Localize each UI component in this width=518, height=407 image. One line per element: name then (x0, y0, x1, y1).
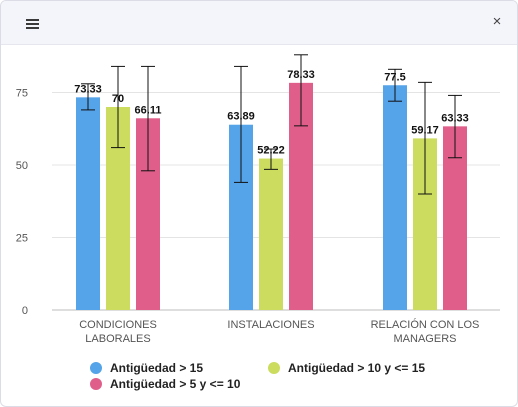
y-tick-label: 25 (16, 233, 28, 245)
legend-label-1: Antigüedad > 15 (110, 361, 204, 375)
legend-label-2: Antigüedad > 10 y <= 15 (288, 361, 426, 375)
x-category-label: LABORALES (85, 333, 150, 345)
data-label: 73.33 (74, 83, 102, 95)
legend-swatch-2 (268, 362, 280, 374)
legend-swatch-3 (90, 378, 102, 390)
bars (76, 82, 467, 311)
y-axis-ticks: 0 25 50 75 (16, 88, 28, 318)
data-label: 78.33 (287, 69, 315, 81)
data-label: 77.5 (384, 71, 405, 83)
y-tick-label: 75 (16, 88, 28, 100)
legend-swatch-1 (90, 362, 102, 374)
x-axis-categories: CONDICIONES LABORALES INSTALACIONES RELACIÓ… (79, 318, 479, 345)
data-label: 52.22 (257, 145, 285, 157)
bar (259, 158, 283, 310)
legend-item-2[interactable]: Antigüedad > 10 y <= 15 (268, 360, 425, 376)
data-label: 59.17 (411, 124, 439, 136)
legend: Antigüedad > 15 Antigüedad > 10 y <= 15 … (90, 360, 490, 396)
data-label: 66.11 (135, 104, 162, 116)
error-bars (81, 54, 462, 195)
x-category-label: CONDICIONES (79, 319, 157, 331)
bar (383, 85, 407, 310)
hamburger-icon[interactable] (23, 15, 45, 33)
data-label: 63.89 (227, 111, 255, 123)
legend-label-3: Antigüedad > 5 y <= 10 (110, 377, 241, 391)
legend-item-1[interactable]: Antigüedad > 15 (90, 360, 203, 376)
x-category-label: INSTALACIONES (227, 319, 314, 331)
x-category-label: MANAGERS (394, 333, 457, 345)
card-header: × (1, 1, 517, 45)
x-category-label: RELACIÓN CON LOS (371, 318, 480, 331)
data-label: 70 (112, 93, 124, 105)
close-icon[interactable]: × (492, 13, 502, 30)
legend-item-3[interactable]: Antigüedad > 5 y <= 10 (90, 376, 240, 392)
y-tick-label: 0 (22, 305, 28, 317)
y-tick-label: 50 (16, 160, 28, 172)
bar (76, 97, 100, 310)
data-labels: 73.33 63.89 77.5 70 52.22 59.17 66.11 78.33 63.3… (74, 69, 469, 157)
data-label: 63.33 (441, 112, 469, 124)
